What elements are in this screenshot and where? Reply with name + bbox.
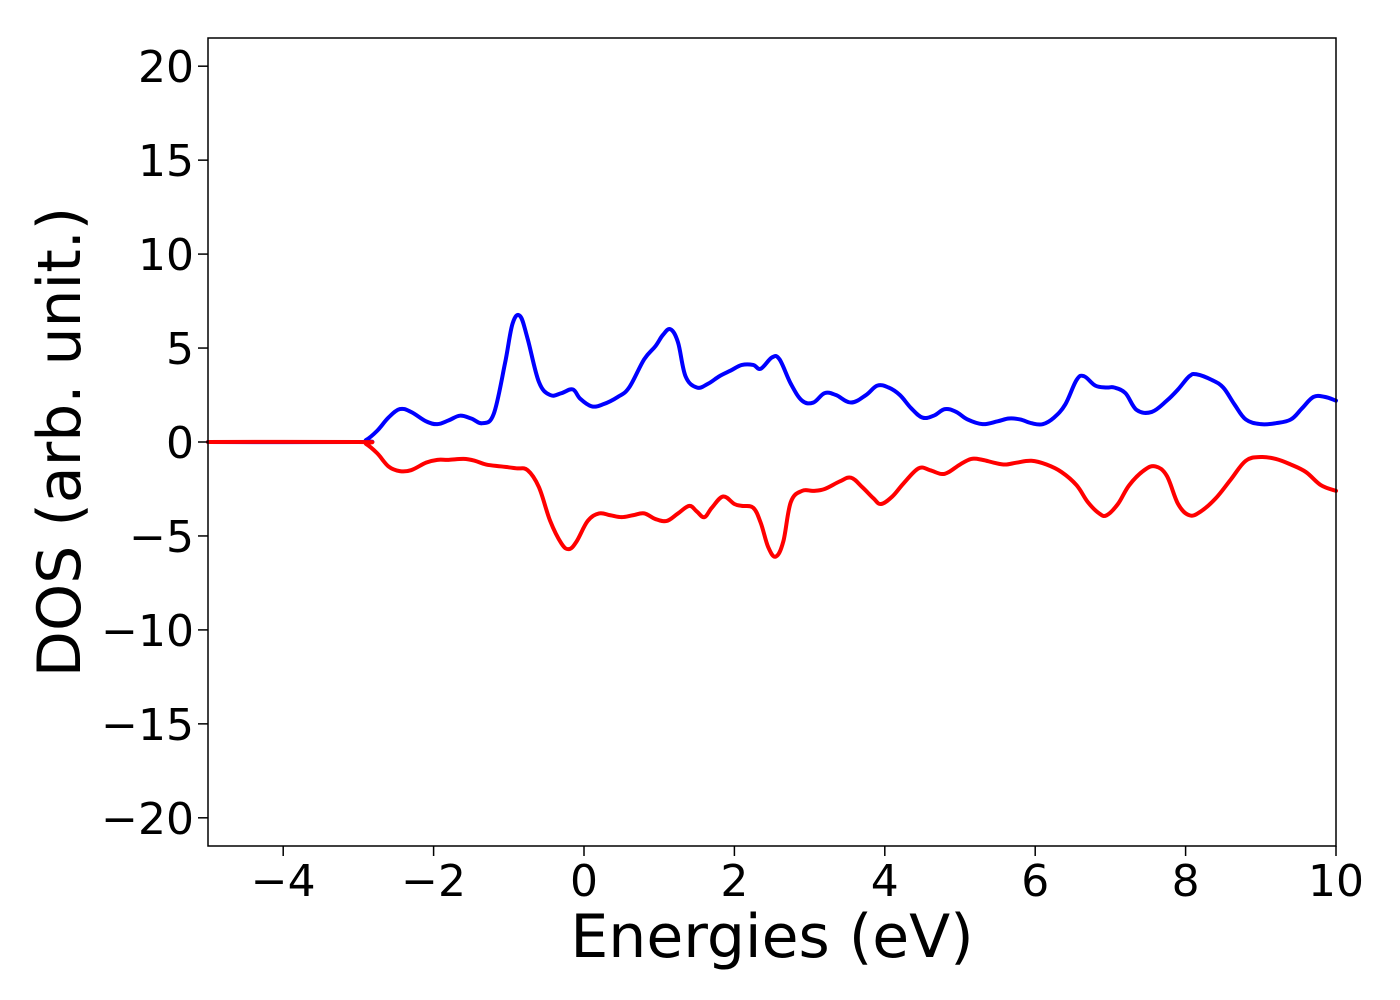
y-tick-label: −15 <box>101 700 194 751</box>
x-tick-label: 4 <box>871 856 899 907</box>
y-axis-label: DOS (arb. unit.) <box>25 207 95 677</box>
x-tick-label: 8 <box>1172 856 1200 907</box>
plot-frame <box>207 37 1337 847</box>
x-tick-label: 2 <box>720 856 748 907</box>
x-axis-label: Energies (eV) <box>570 902 973 972</box>
x-tick-label: −4 <box>251 856 316 907</box>
y-tick-label: 10 <box>138 230 194 281</box>
y-tick-label: 15 <box>138 136 194 187</box>
x-tick-label: 10 <box>1308 856 1364 907</box>
y-tick-label: −5 <box>129 512 194 563</box>
x-tick-label: 6 <box>1021 856 1049 907</box>
x-tick-label: 0 <box>570 856 598 907</box>
y-tick-label: 20 <box>138 42 194 93</box>
y-tick-label: −20 <box>101 794 194 845</box>
y-tick-label: −10 <box>101 606 194 657</box>
series-layer <box>206 312 1338 559</box>
y-tick-label: 0 <box>166 418 194 469</box>
series-line-2 <box>206 439 1338 559</box>
y-tick-label: 5 <box>166 324 194 375</box>
series-line-1 <box>206 312 1338 445</box>
x-tick-label: −2 <box>401 856 466 907</box>
